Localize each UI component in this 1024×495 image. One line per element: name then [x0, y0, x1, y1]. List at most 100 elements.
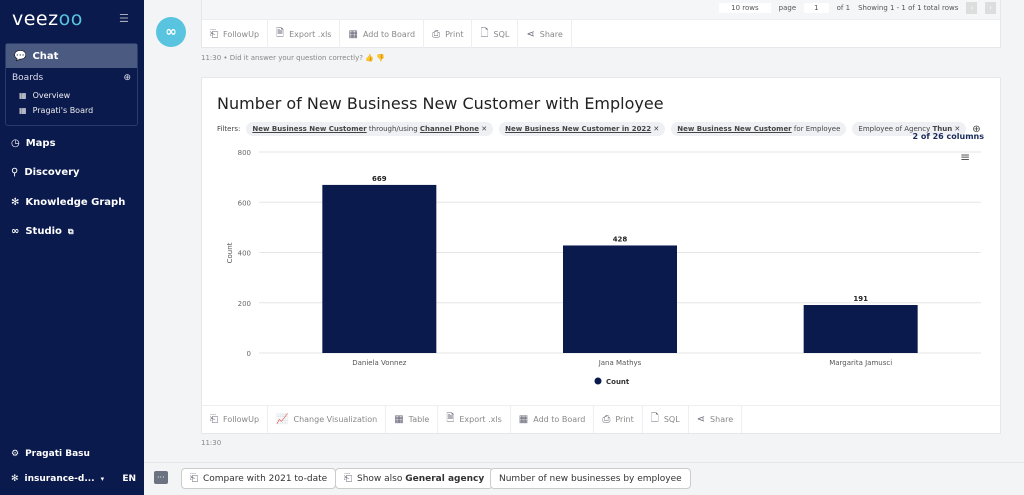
chart-menu-icon[interactable]: ≡ — [959, 150, 970, 164]
user-menu[interactable]: ⚙ Pragati Basu — [11, 449, 90, 459]
followup-icon: ⎗ — [344, 473, 352, 484]
add-board-icon[interactable]: ⊕ — [123, 73, 131, 83]
export-xls-button[interactable]: 🗎 Export .xls — [438, 406, 511, 433]
board-label: Overview — [32, 91, 71, 100]
rows-summary: Showing 1 - 1 of 1 total rows — [858, 4, 959, 12]
label: Share — [710, 415, 734, 424]
add-filter-icon[interactable]: ⊕ — [972, 123, 981, 135]
followup-icon: ⎗ — [210, 28, 218, 40]
logo-oo: oo — [58, 8, 83, 30]
suggestion-button[interactable]: ⎗ Compare with 2021 to-date — [181, 468, 337, 489]
bar — [322, 184, 437, 353]
label: Change Visualization — [293, 415, 378, 424]
board-label: Pragati's Board — [32, 106, 94, 115]
answer-meta: 11:30 • Did it answer your question corr… — [201, 54, 385, 62]
followup-button[interactable]: ⎗ FollowUp — [202, 406, 269, 433]
search-icon: ⚲ — [11, 167, 19, 178]
nav-label: Maps — [25, 138, 56, 149]
chip-part: for Employee — [791, 125, 841, 133]
board-icon: ▦ — [348, 28, 358, 40]
label: Number of new businesses by employee — [499, 473, 682, 484]
close-icon[interactable]: ✕ — [954, 125, 961, 133]
label: Show also — [357, 473, 406, 484]
sql-button[interactable]: 🗋 SQL — [472, 20, 519, 48]
gear-icon: ⚙ — [11, 449, 20, 459]
table-button[interactable]: ▦ Table — [386, 406, 439, 433]
language-select[interactable]: EN — [122, 474, 136, 484]
collapse-sidebar-icon[interactable]: ☰ — [119, 12, 129, 25]
close-icon[interactable]: ✕ — [653, 125, 660, 133]
share-button[interactable]: ⋖ Share — [689, 406, 743, 433]
next-page-button[interactable]: › — [985, 2, 996, 14]
chip-part: New Business New Customer in 2022 — [505, 125, 652, 133]
sql-button[interactable]: 🗋 SQL — [643, 406, 689, 433]
sql-icon: 🗋 — [480, 27, 489, 39]
print-button[interactable]: ⎙ Print — [424, 20, 473, 48]
page-input[interactable]: 1 — [804, 3, 829, 13]
prev-page-button[interactable]: ‹ — [966, 2, 978, 14]
close-icon[interactable]: ✕ — [481, 125, 488, 133]
board-icon: ▦ — [19, 106, 27, 115]
change-visualization-button[interactable]: 📈 Change Visualization — [268, 406, 387, 433]
sidebar-item-chat[interactable]: 💬 Chat — [6, 44, 137, 68]
print-button[interactable]: ⎙ Print — [594, 406, 643, 433]
database-select[interactable]: ✻ insurance-d... ▾ EN — [11, 474, 136, 484]
x-tick-label: Margarita Jamusci — [829, 359, 892, 367]
suggestions-icon: ··· — [154, 471, 168, 484]
filter-chip[interactable]: New Business New Customer in 2022 ✕ — [499, 122, 666, 136]
add-to-board-button[interactable]: ▦ Add to Board — [340, 20, 425, 48]
board-item-pragatis-board[interactable]: ▦ Pragati's Board — [6, 103, 137, 118]
y-axis-label: Count — [226, 242, 234, 263]
data-label: 428 — [613, 235, 628, 243]
share-button[interactable]: ⋖ Share — [518, 20, 572, 48]
export-xls-button[interactable]: 🗎 Export .xls — [268, 20, 341, 48]
label: Add to Board — [362, 29, 416, 39]
share-icon: ⋖ — [526, 28, 535, 40]
label: FollowUp — [223, 415, 260, 424]
label: General agency — [405, 473, 485, 484]
followup-button[interactable]: ⎗ FollowUp — [202, 20, 269, 48]
columns-selector[interactable]: 2 of 26 columns — [912, 132, 985, 141]
chip-part: through/using — [366, 125, 420, 133]
rows-per-page-select[interactable]: 10 rows — [719, 3, 771, 13]
legend-marker — [594, 377, 602, 385]
label: Export .xls — [459, 415, 502, 424]
add-to-board-button[interactable]: ▦ Add to Board — [511, 406, 595, 433]
data-label: 191 — [853, 295, 868, 303]
filter-chip[interactable]: New Business New Customer through/using … — [246, 122, 494, 136]
suggestion-button[interactable]: ⎗ Show also General agency — [335, 468, 494, 489]
filter-chip[interactable]: New Business New Customer for Employee — [671, 122, 847, 136]
thumbs-down-icon[interactable]: 👎 — [376, 54, 385, 62]
line-chart-icon: 📈 — [276, 414, 289, 425]
label: Export .xls — [289, 29, 332, 39]
answer-card: Number of New Business New Customer with… — [201, 77, 1001, 434]
thumbs-up-icon[interactable]: 👍 — [365, 54, 374, 62]
sidebar-item-studio[interactable]: ∞ Studio ⧉ — [11, 226, 74, 237]
label: Compare with 2021 to-date — [203, 473, 328, 484]
board-item-overview[interactable]: ▦ Overview — [6, 88, 137, 103]
y-tick-label: 0 — [247, 350, 251, 358]
sidebar-item-discovery[interactable]: ⚲ Discovery — [11, 167, 80, 178]
followup-icon: ⎗ — [210, 414, 218, 425]
print-icon: ⎙ — [432, 28, 441, 40]
export-icon: 🗎 — [276, 27, 285, 39]
export-icon: 🗎 — [446, 413, 455, 424]
suggestion-button[interactable]: Number of new businesses by employee — [490, 468, 691, 489]
veezoo-avatar: ∞ — [156, 17, 186, 47]
chip-part: New Business New Customer — [252, 125, 367, 133]
sidebar-item-maps[interactable]: ◷ Maps — [11, 138, 56, 149]
sql-icon: 🗋 — [650, 413, 659, 424]
user-name: Pragati Basu — [25, 449, 90, 459]
followup-icon: ⎗ — [190, 473, 198, 484]
label: FollowUp — [223, 29, 260, 39]
boards-label: Boards — [12, 73, 44, 83]
timestamp: 11:30 — [201, 439, 222, 447]
timestamp: 11:30 — [201, 54, 222, 62]
chip-part: Channel Phone — [419, 125, 479, 133]
page-label: page — [778, 4, 797, 12]
graph-icon: ✻ — [11, 197, 20, 208]
filter-chip[interactable]: Employee of Agency Thun ✕ — [852, 122, 967, 136]
sidebar: veezoo ☰ 💬 Chat Boards ⊕ ▦ Overview ▦ Pragat… — [0, 0, 144, 495]
sidebar-item-knowledge-graph[interactable]: ✻ Knowledge Graph — [11, 197, 125, 208]
logo[interactable]: veezoo — [12, 8, 83, 30]
